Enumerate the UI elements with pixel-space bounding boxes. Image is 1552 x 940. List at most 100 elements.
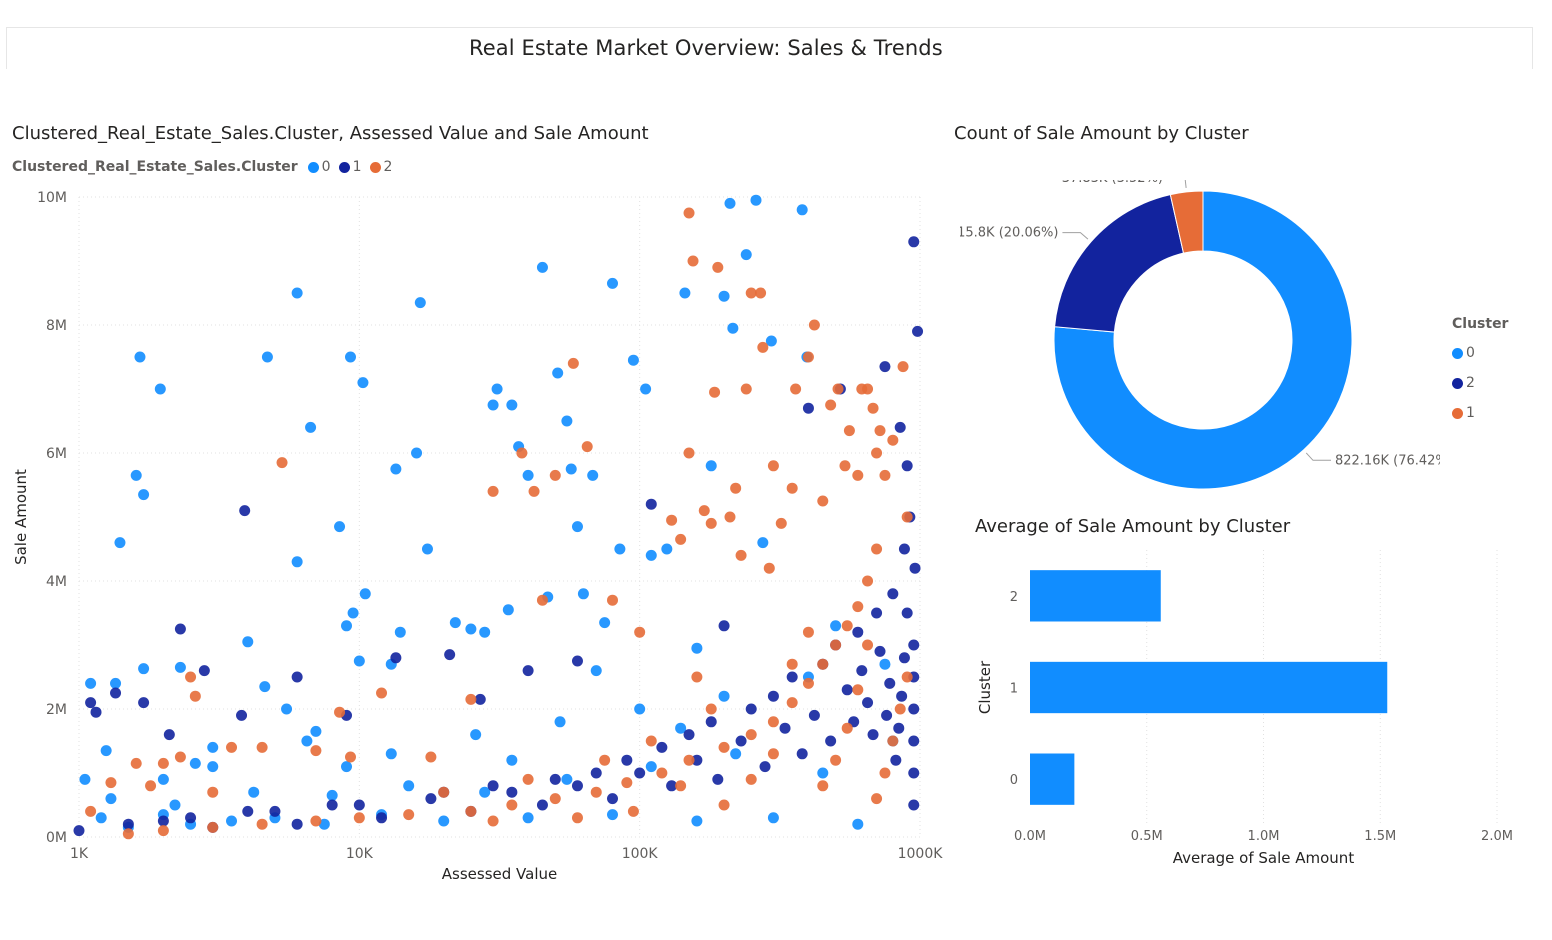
scatter-point-cluster-2 <box>522 773 534 785</box>
scatter-point-cluster-1 <box>881 709 893 721</box>
scatter-point-cluster-0 <box>85 677 97 689</box>
donut-legend[interactable]: Cluster 0 2 1 <box>1452 316 1508 428</box>
scatter-point-cluster-2 <box>698 505 710 517</box>
y-tick-label: 2M <box>46 702 67 718</box>
scatter-point-cluster-2 <box>687 255 699 267</box>
scatter-legend-item-0[interactable]: 0 <box>307 159 331 175</box>
donut-legend-item-2[interactable]: 1 <box>1452 398 1508 428</box>
scatter-point-cluster-1 <box>767 690 779 702</box>
scatter-point-cluster-1 <box>909 562 921 574</box>
scatter-point-cluster-1 <box>242 805 254 817</box>
scatter-point-cluster-0 <box>421 543 433 555</box>
scatter-legend-item-2[interactable]: 2 <box>369 159 392 175</box>
scatter-point-cluster-0 <box>326 789 338 801</box>
scatter-point-cluster-2 <box>786 697 798 709</box>
donut-legend-item-1[interactable]: 2 <box>1452 368 1508 398</box>
scatter-point-cluster-2 <box>528 485 540 497</box>
scatter-point-cluster-2 <box>767 460 779 472</box>
x-tick-label: 0.0M <box>1014 829 1046 844</box>
scatter-point-cluster-2 <box>894 703 906 715</box>
scatter-point-cluster-2 <box>656 767 668 779</box>
y-axis-title: Cluster <box>976 660 994 714</box>
scatter-legend[interactable]: Clustered_Real_Estate_Sales.Cluster 0 1 … <box>12 159 400 175</box>
scatter-point-cluster-2 <box>825 399 837 411</box>
scatter-point-cluster-0 <box>95 812 107 824</box>
scatter-point-cluster-0 <box>634 703 646 715</box>
scatter-point-cluster-0 <box>79 773 91 785</box>
scatter-point-cluster-0 <box>599 617 611 629</box>
scatter-point-cluster-0 <box>679 287 691 299</box>
bar-chart[interactable]: 0.0M 0.5M 1.0M 1.5M 2.0M 2 1 0 Average of Sale A… <box>960 540 1540 880</box>
scatter-point-cluster-2 <box>901 671 913 683</box>
donut-slice-cluster-2 <box>1054 194 1185 333</box>
scatter-point-cluster-1 <box>634 767 646 779</box>
scatter-point-cluster-0 <box>645 761 657 773</box>
scatter-point-cluster-2 <box>724 511 736 523</box>
scatter-point-cluster-1 <box>894 421 906 433</box>
scatter-point-cluster-0 <box>347 607 359 619</box>
legend-dot-icon <box>1452 407 1463 419</box>
scatter-point-cluster-0 <box>226 815 238 827</box>
scatter-point-cluster-1 <box>759 761 771 773</box>
scatter-point-cluster-1 <box>590 767 602 779</box>
scatter-point-cluster-2 <box>705 703 717 715</box>
scatter-point-cluster-2 <box>757 341 769 353</box>
scatter-point-cluster-0 <box>757 537 769 549</box>
donut-chart[interactable]: 822.16K (76.42%) 215.8K (20.06%) 37.83K (3… <box>960 180 1440 510</box>
scatter-point-cluster-1 <box>198 665 210 677</box>
scatter-title: Clustered_Real_Estate_Sales.Cluster, Ass… <box>12 123 649 144</box>
scatter-point-cluster-0 <box>554 716 566 728</box>
scatter-point-cluster-0 <box>502 604 514 616</box>
scatter-point-cluster-0 <box>154 383 166 395</box>
scatter-point-cluster-2 <box>683 447 695 459</box>
scatter-point-cluster-2 <box>691 671 703 683</box>
scatter-legend-item-1[interactable]: 1 <box>338 159 362 175</box>
scatter-point-cluster-0 <box>138 489 150 501</box>
scatter-point-cluster-0 <box>536 261 548 273</box>
scatter-chart[interactable]: 0M 2M 4M 6M 8M 10M 1K 10K 100K 1000K Assessed Valu… <box>0 180 950 890</box>
scatter-point-cluster-1 <box>157 815 169 827</box>
scatter-point-cluster-1 <box>549 773 561 785</box>
scatter-point-cluster-1 <box>893 722 905 734</box>
scatter-point-cluster-2 <box>830 754 842 766</box>
scatter-point-cluster-2 <box>705 517 717 529</box>
scatter-point-cluster-0 <box>470 729 482 741</box>
scatter-point-cluster-0 <box>138 663 150 675</box>
scatter-point-cluster-2 <box>735 549 747 561</box>
scatter-point-cluster-2 <box>775 517 787 529</box>
scatter-point-cluster-0 <box>291 287 303 299</box>
scatter-point-cluster-0 <box>506 754 518 766</box>
scatter-point-cluster-1 <box>884 677 896 689</box>
scatter-point-cluster-1 <box>691 754 703 766</box>
donut-legend-title: Cluster <box>1452 316 1509 332</box>
scatter-point-cluster-1 <box>898 652 910 664</box>
scatter-point-cluster-2 <box>755 287 767 299</box>
scatter-point-cluster-0 <box>691 815 703 827</box>
scatter-point-cluster-1 <box>745 703 757 715</box>
scatter-point-cluster-2 <box>189 690 201 702</box>
scatter-point-cluster-2 <box>465 805 477 817</box>
y-tick-label: 2 <box>1010 590 1018 605</box>
legend-dot-icon <box>1452 347 1463 359</box>
scatter-point-cluster-0 <box>640 383 652 395</box>
scatter-point-cluster-1 <box>239 505 251 517</box>
scatter-point-cluster-2 <box>634 626 646 638</box>
scatter-point-cluster-2 <box>802 677 814 689</box>
scatter-point-cluster-0 <box>627 354 639 366</box>
donut-legend-item-0[interactable]: 0 <box>1452 338 1508 368</box>
scatter-point-cluster-1 <box>376 812 388 824</box>
scatter-point-cluster-0 <box>259 681 271 693</box>
scatter-point-cluster-0 <box>110 677 122 689</box>
scatter-point-cluster-0 <box>334 521 346 533</box>
scatter-point-cluster-2 <box>567 357 579 369</box>
scatter-point-cluster-2 <box>590 786 602 798</box>
scatter-point-cluster-1 <box>353 799 365 811</box>
scatter-point-cluster-0 <box>705 460 717 472</box>
scatter-point-cluster-2 <box>867 402 879 414</box>
scatter-point-cluster-0 <box>174 661 186 673</box>
scatter-point-cluster-2 <box>666 514 678 526</box>
scatter-point-cluster-2 <box>226 741 238 753</box>
scatter-point-cluster-1 <box>291 818 303 830</box>
scatter-point-cluster-2 <box>763 562 775 574</box>
scatter-point-cluster-0 <box>522 469 534 481</box>
